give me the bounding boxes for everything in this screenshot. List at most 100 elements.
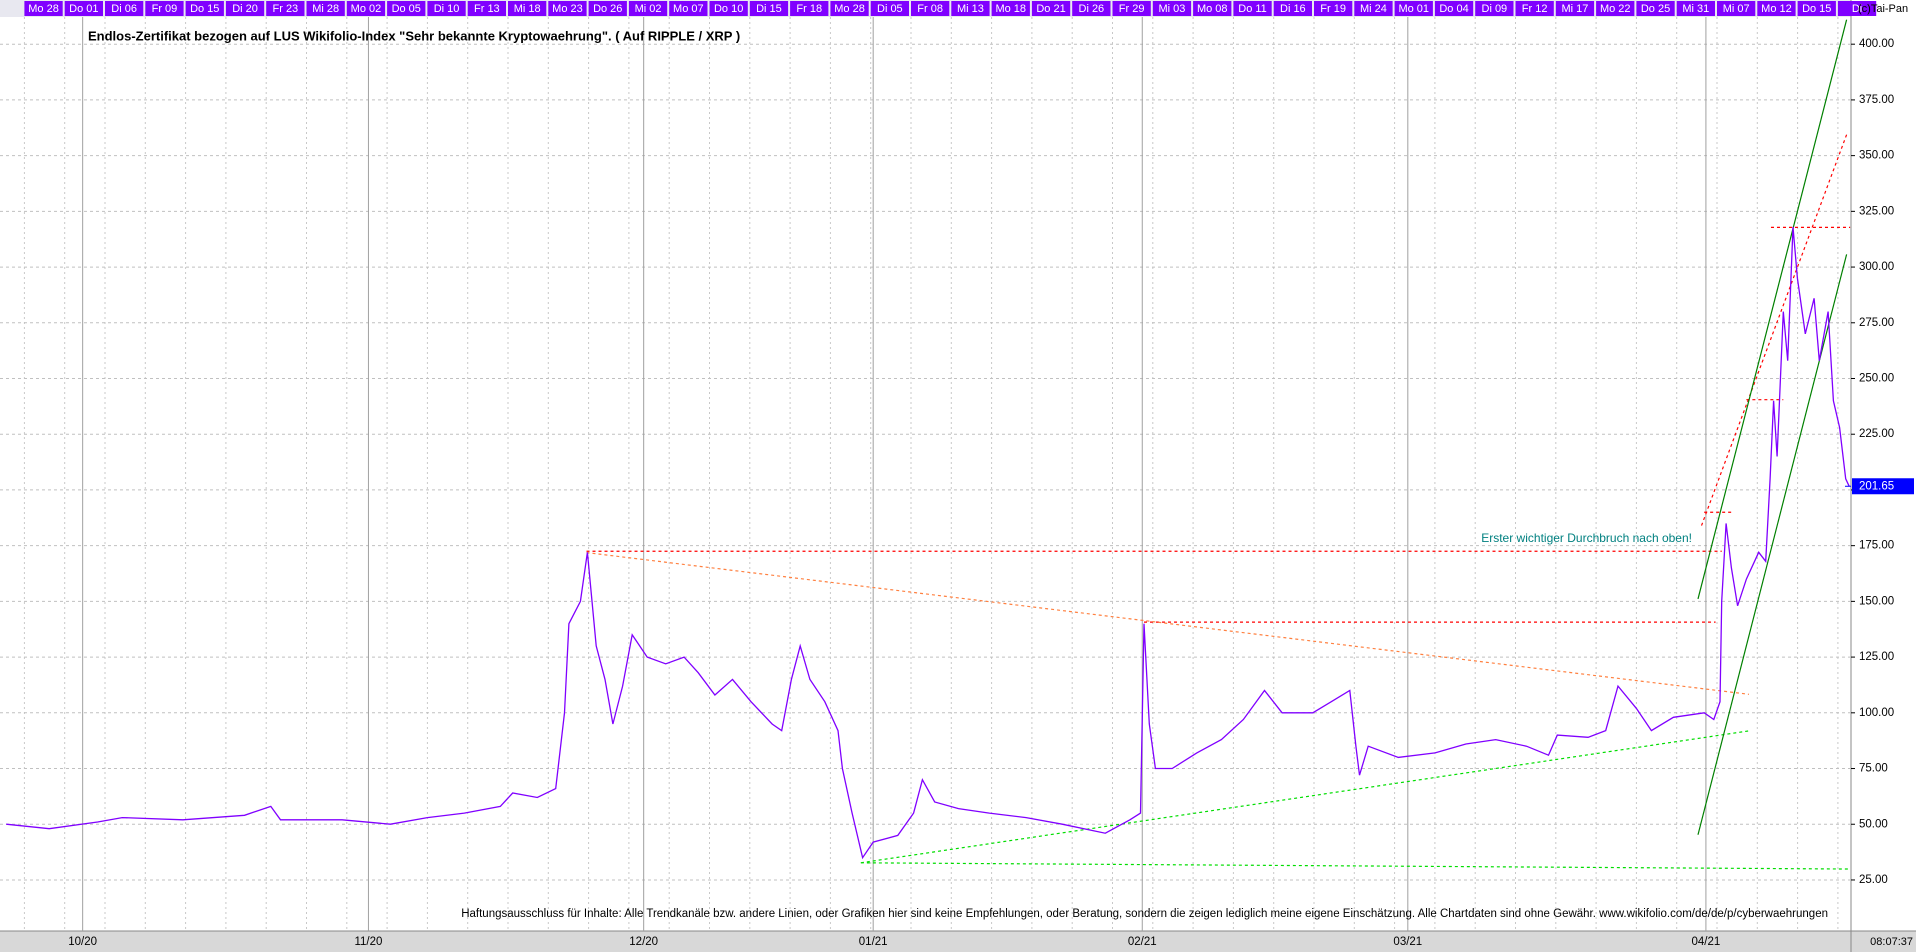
date-box xyxy=(1596,1,1635,16)
date-box xyxy=(1273,1,1312,16)
y-tick-label: 75.00 xyxy=(1859,763,1888,775)
date-box xyxy=(1314,1,1353,16)
y-tick-label: 300.00 xyxy=(1859,261,1894,273)
x-tick-label: 01/21 xyxy=(859,936,888,948)
y-tick-label: 150.00 xyxy=(1859,595,1894,607)
copyright: (c)Tai-Pan xyxy=(1858,3,1908,15)
date-box xyxy=(467,1,506,16)
date-label: Di 26 xyxy=(1079,3,1105,15)
date-label: Mi 07 xyxy=(1723,3,1750,15)
date-label: Di 15 xyxy=(756,3,782,15)
time: 08:07:37 xyxy=(1870,936,1913,948)
date-label: Do 11 xyxy=(1238,3,1267,15)
date-label: Di 16 xyxy=(1280,3,1306,15)
date-box xyxy=(669,1,708,16)
x-tick-label: 11/20 xyxy=(354,936,382,948)
chart-title: Endlos-Zertifikat bezogen auf LUS Wikifo… xyxy=(88,28,740,43)
date-label: Mo 22 xyxy=(1600,3,1631,15)
date-label: Mi 02 xyxy=(635,3,662,15)
date-box xyxy=(1757,1,1796,16)
date-label: Mo 28 xyxy=(834,3,865,15)
date-box xyxy=(306,1,345,16)
date-box xyxy=(709,1,748,16)
date-box xyxy=(1394,1,1433,16)
date-box xyxy=(1031,1,1071,16)
x-tick-label: 10/20 xyxy=(68,936,97,948)
date-box xyxy=(830,1,869,16)
grid: Mo 28 Do 01 Di 06 Fr 09 Do 15 Di 20 Fr 23 Mi 28… xyxy=(0,1,1877,931)
date-box xyxy=(185,1,224,16)
date-box xyxy=(225,1,265,16)
date-box xyxy=(1515,1,1554,16)
date-box xyxy=(1354,1,1393,16)
date-label: Do 05 xyxy=(392,3,421,15)
date-label: Do 01 xyxy=(69,3,98,15)
date-box xyxy=(1475,1,1514,16)
date-box xyxy=(24,1,63,16)
date-label: Mi 03 xyxy=(1158,3,1185,15)
date-box xyxy=(1193,1,1232,16)
date-label: Di xyxy=(1852,3,1862,15)
date-box xyxy=(749,1,789,16)
date-box xyxy=(1152,1,1192,16)
date-label: Fr 09 xyxy=(152,3,178,15)
trend-line xyxy=(860,862,1851,870)
last-price-box xyxy=(1852,478,1914,495)
date-label: Fr 29 xyxy=(1119,3,1145,15)
date-box xyxy=(1636,1,1675,16)
plot xyxy=(6,19,1851,870)
date-label: Mo 28 xyxy=(28,3,59,15)
date-label: Fr 13 xyxy=(474,3,500,15)
y-tick-label: 325.00 xyxy=(1859,205,1894,217)
date-box xyxy=(1797,1,1836,16)
trend-line xyxy=(1697,254,1848,835)
y-tick-label: 250.00 xyxy=(1859,373,1894,385)
date-box xyxy=(951,1,990,16)
y-tick-label: 350.00 xyxy=(1859,150,1894,162)
date-box xyxy=(588,1,627,16)
date-label: Mo 23 xyxy=(552,3,583,15)
date-box xyxy=(911,1,950,16)
date-label: Do 26 xyxy=(593,3,622,15)
x-tick-label: 04/21 xyxy=(1692,936,1721,948)
date-label: Mi 18 xyxy=(514,3,541,15)
date-label: Di 05 xyxy=(877,3,903,15)
date-label: Fr 08 xyxy=(917,3,943,15)
date-label: Fr 12 xyxy=(1522,3,1548,15)
y-tick-label: 50.00 xyxy=(1859,818,1888,830)
date-box xyxy=(1434,1,1474,16)
x-tick-label: 12/20 xyxy=(629,936,658,948)
date-box xyxy=(1555,1,1595,16)
date-label: Mi 28 xyxy=(312,3,339,15)
trend-line xyxy=(1697,19,1848,600)
date-box xyxy=(1072,1,1111,16)
date-label: Mi 17 xyxy=(1561,3,1588,15)
date-label: Mo 02 xyxy=(351,3,382,15)
price-line xyxy=(6,226,1850,860)
date-box xyxy=(548,1,587,16)
date-box xyxy=(64,1,103,16)
y-tick-label: 375.00 xyxy=(1859,94,1894,106)
date-label: Do 10 xyxy=(714,3,743,15)
date-label: Mo 18 xyxy=(995,3,1026,15)
y-tick-label: 25.00 xyxy=(1859,874,1888,886)
date-box xyxy=(991,1,1030,16)
date-box xyxy=(105,1,144,16)
date-label: Do 25 xyxy=(1641,3,1670,15)
date-box xyxy=(1112,1,1151,16)
date-label: Fr 23 xyxy=(273,3,299,15)
date-label: Mo 08 xyxy=(1197,3,1228,15)
date-label: Fr 19 xyxy=(1320,3,1346,15)
date-label: Do 15 xyxy=(1802,3,1831,15)
date-label: Fr 18 xyxy=(796,3,822,15)
date-box xyxy=(790,1,829,16)
y-tick-label: 100.00 xyxy=(1859,707,1894,719)
date-box xyxy=(145,1,184,16)
date-box xyxy=(427,1,466,16)
date-label: Mi 31 xyxy=(1682,3,1709,15)
month-strip xyxy=(0,931,1916,952)
y-tick-label: 125.00 xyxy=(1859,651,1894,663)
